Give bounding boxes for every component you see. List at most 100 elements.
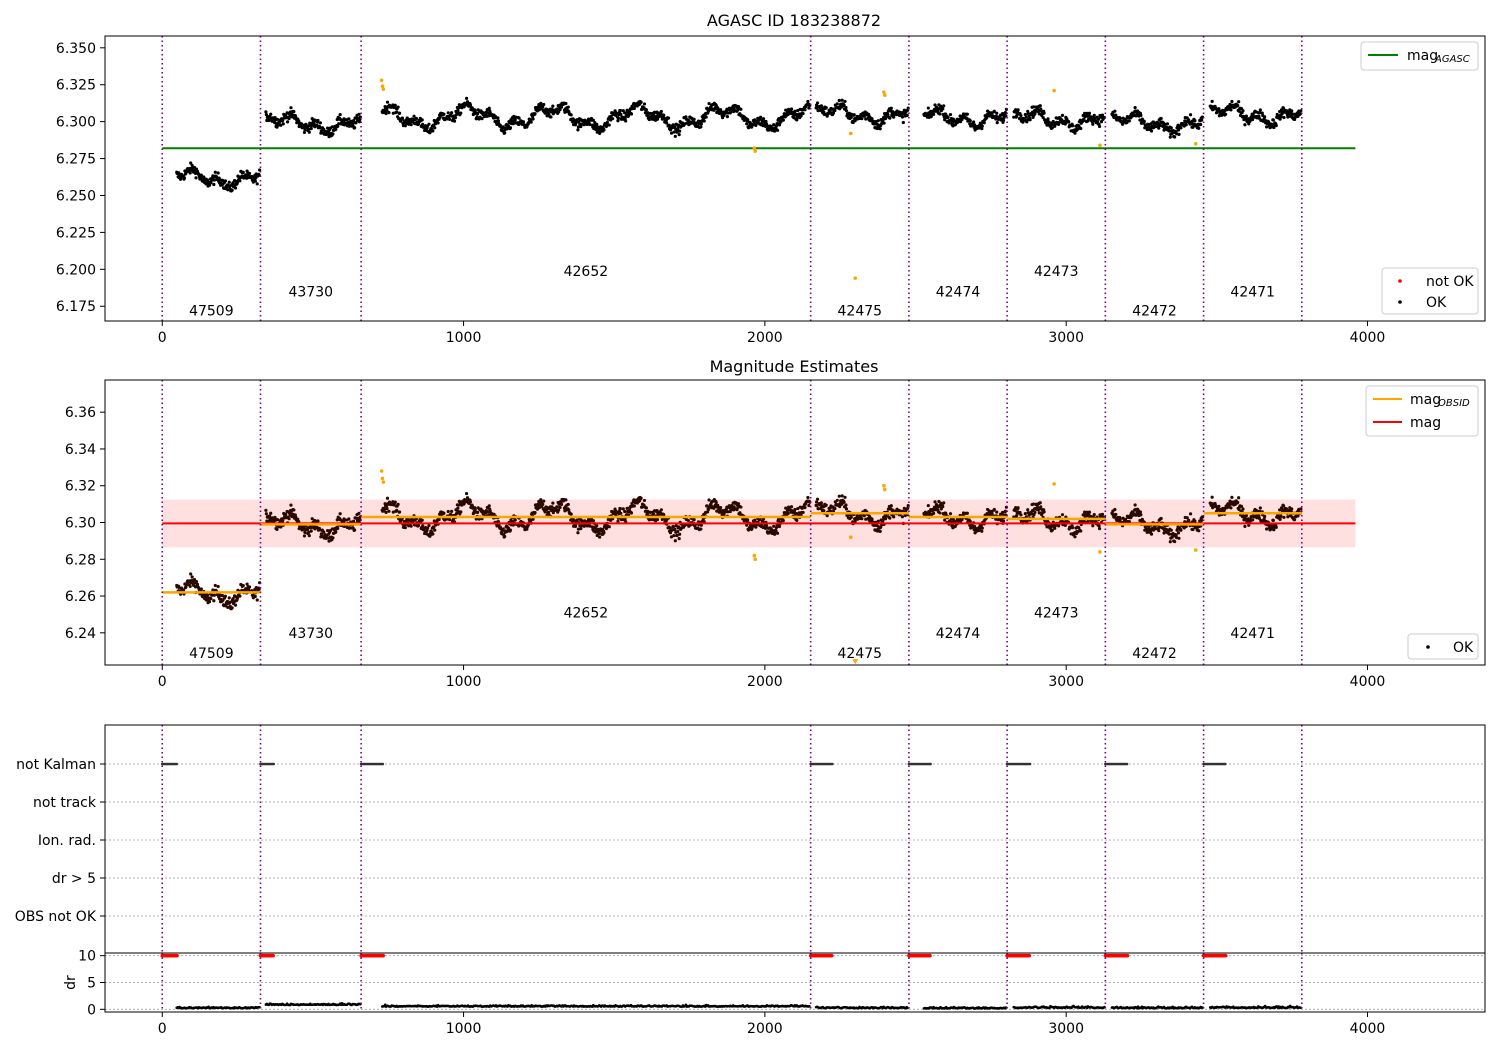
ok-point	[1199, 122, 1203, 127]
ok-point	[948, 512, 953, 516]
ok-point	[205, 178, 210, 182]
p1-ytick-label: 6.225	[56, 225, 96, 241]
outlier-point	[1052, 88, 1056, 93]
p1-ytick-label: 6.250	[56, 188, 96, 204]
ok-point	[299, 122, 304, 126]
ok-point	[686, 518, 690, 523]
ok-point	[675, 533, 679, 537]
ok-point	[292, 508, 296, 512]
ok-point	[816, 109, 821, 113]
ok-point	[281, 518, 285, 523]
ok-point	[807, 503, 811, 508]
ok-point	[209, 181, 213, 185]
ok-point	[889, 504, 893, 508]
ok-point	[672, 130, 676, 134]
ok-point	[1091, 122, 1095, 126]
ok-point	[421, 524, 425, 528]
ok-point	[309, 526, 313, 530]
ok-point	[943, 518, 947, 522]
ok-point	[309, 126, 313, 131]
ok-point	[669, 131, 674, 135]
flag-point	[175, 762, 179, 766]
ok-point	[470, 504, 474, 508]
ok-point	[336, 124, 340, 128]
p2-ytick-label: 6.26	[65, 589, 96, 605]
ok-point	[550, 107, 554, 111]
ok-point	[746, 528, 751, 532]
ok-point	[223, 594, 228, 598]
ok-point	[1299, 109, 1303, 113]
ok-point	[948, 112, 953, 117]
ok-point	[941, 504, 945, 509]
ok-point	[1070, 526, 1075, 530]
ok-point	[253, 179, 257, 183]
ok-point	[480, 116, 484, 121]
ok-point	[1038, 501, 1042, 505]
ok-point	[297, 519, 301, 524]
ok-point	[806, 495, 810, 500]
ok-point	[1167, 532, 1171, 536]
ok-point	[1092, 513, 1096, 517]
ok-point	[1023, 112, 1027, 117]
outlier-point	[753, 149, 758, 153]
ok-point	[901, 120, 905, 125]
ok-point	[393, 103, 397, 107]
ok-point	[1244, 114, 1248, 118]
ok-point	[1239, 504, 1244, 508]
ok-point	[1230, 495, 1234, 500]
ok-point	[1243, 524, 1247, 529]
ok-point	[668, 526, 672, 530]
ok-point	[888, 516, 892, 520]
ok-point	[746, 518, 750, 522]
ok-point	[457, 503, 461, 507]
p2-xtick-label: 3000	[1048, 674, 1084, 690]
ok-point	[559, 105, 564, 109]
ok-point	[1260, 111, 1264, 115]
ok-point	[1079, 529, 1083, 533]
ok-point	[468, 500, 473, 504]
ok-point	[677, 525, 681, 529]
ok-point	[884, 514, 888, 518]
ok-point	[233, 603, 238, 607]
ok-point	[566, 502, 570, 507]
ok-point	[643, 509, 648, 513]
ok-point	[453, 115, 458, 120]
ok-point	[1257, 516, 1261, 520]
ok-point	[699, 125, 703, 129]
ok-point	[1157, 126, 1161, 130]
ok-point	[941, 107, 945, 111]
ok-point	[318, 126, 322, 130]
ok-point	[1118, 117, 1122, 121]
ok-point	[352, 118, 356, 123]
ok-point	[803, 506, 807, 510]
flag-category-label: Ion. rad.	[38, 833, 96, 849]
ok-point	[1154, 527, 1158, 531]
ok-point	[1127, 519, 1131, 524]
ok-point	[675, 130, 679, 134]
ok-point	[1188, 113, 1193, 117]
ok-point	[539, 498, 543, 502]
ok-point	[199, 587, 203, 591]
ok-point	[391, 510, 395, 514]
ok-point	[287, 517, 291, 521]
ok-point	[862, 114, 866, 118]
obsid-label-43730: 43730	[289, 284, 334, 300]
ok-point	[692, 117, 696, 121]
ok-point	[559, 502, 564, 506]
ok-point	[533, 112, 537, 116]
ok-point	[837, 494, 841, 498]
ok-point	[1163, 122, 1167, 126]
ok-point	[476, 111, 480, 116]
ok-point	[844, 109, 849, 113]
ok-point	[1073, 131, 1077, 135]
p1-xtick-label: 1000	[446, 330, 482, 346]
ok-point	[982, 121, 986, 125]
ok-point	[220, 178, 225, 182]
ok-point	[1168, 135, 1172, 139]
ok-point	[212, 182, 216, 187]
ok-point	[181, 588, 186, 592]
ok-point	[646, 111, 650, 115]
ok-point	[795, 118, 799, 122]
outlier-point	[882, 487, 887, 492]
ok-point	[188, 171, 192, 175]
